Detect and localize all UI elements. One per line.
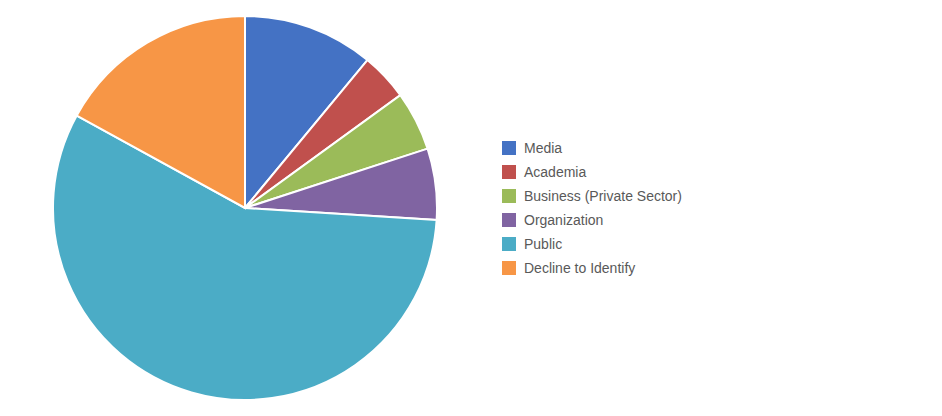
legend-item: Business (Private Sector) bbox=[502, 188, 682, 204]
legend-label: Media bbox=[524, 140, 562, 156]
legend-swatch bbox=[502, 237, 516, 251]
legend-swatch bbox=[502, 213, 516, 227]
legend-swatch bbox=[502, 141, 516, 155]
chart: Media Academia Business (Private Sector) Or… bbox=[0, 0, 942, 416]
legend-label: Decline to Identify bbox=[524, 260, 635, 276]
legend-item: Decline to Identify bbox=[502, 260, 635, 276]
legend-item: Media bbox=[502, 140, 562, 156]
legend-swatch bbox=[502, 189, 516, 203]
legend-label: Business (Private Sector) bbox=[524, 188, 682, 204]
legend-item: Organization bbox=[502, 212, 603, 228]
pie-slice bbox=[77, 16, 245, 208]
pie bbox=[53, 16, 437, 400]
legend-label: Organization bbox=[524, 212, 603, 228]
legend-item: Public bbox=[502, 236, 562, 252]
legend-item: Academia bbox=[502, 164, 586, 180]
legend: Media Academia Business (Private Sector) Or… bbox=[502, 140, 682, 276]
legend-label: Academia bbox=[524, 164, 586, 180]
legend-swatch bbox=[502, 165, 516, 179]
legend-label: Public bbox=[524, 236, 562, 252]
legend-swatch bbox=[502, 261, 516, 275]
